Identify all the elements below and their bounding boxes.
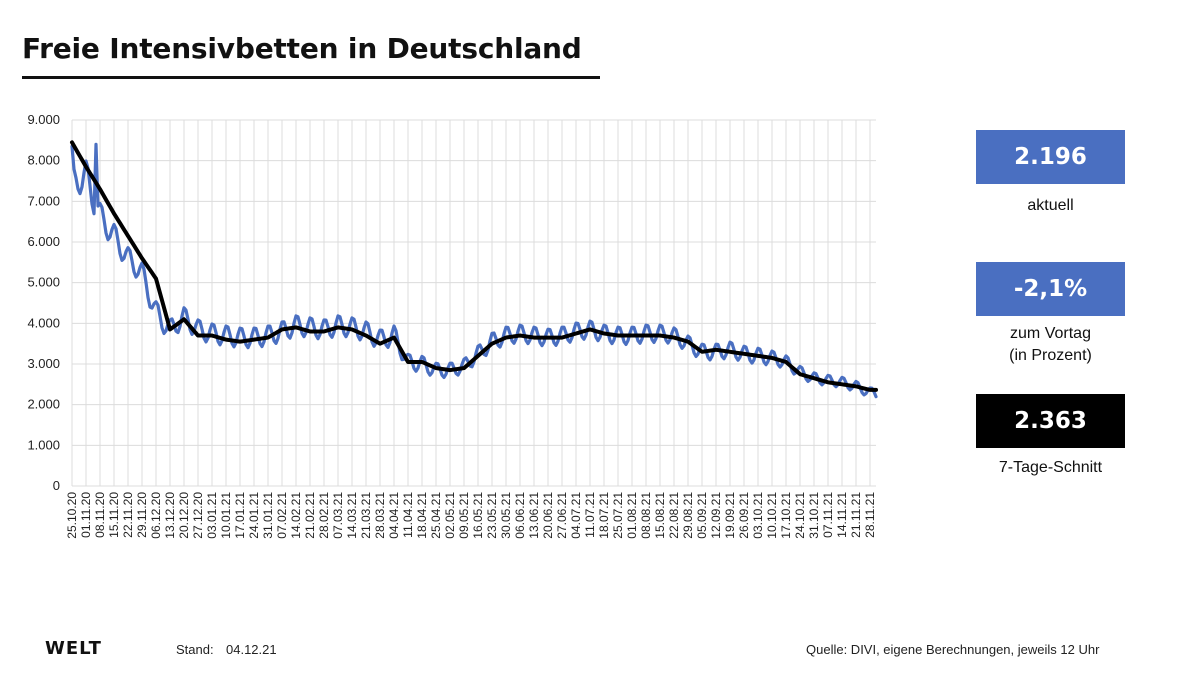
y-tick-label: 2.000 bbox=[27, 397, 60, 412]
x-tick-label: 23.05.21 bbox=[485, 492, 499, 539]
y-tick-label: 0 bbox=[53, 478, 60, 493]
x-tick-label: 31.01.21 bbox=[261, 492, 275, 539]
kpi-avg-value: 2.363 bbox=[976, 394, 1125, 448]
x-tick-label: 08.11.20 bbox=[93, 492, 107, 538]
x-tick-label: 14.03.21 bbox=[345, 492, 359, 539]
x-tick-label: 31.10.21 bbox=[807, 492, 821, 539]
line-chart: 0 1.000 2.000 3.000 4.000 5.000 6.000 7.000 8.00… bbox=[27, 112, 878, 539]
x-tick-label: 05.09.21 bbox=[695, 492, 709, 539]
grid-layer bbox=[71, 119, 876, 487]
x-tick-label: 21.03.21 bbox=[359, 492, 373, 539]
x-tick-label: 25.04.21 bbox=[429, 492, 443, 539]
x-tick-label: 25.10.20 bbox=[65, 492, 79, 539]
y-tick-label: 5.000 bbox=[27, 275, 60, 290]
y-tick-label: 9.000 bbox=[27, 112, 60, 127]
x-tick-label: 01.11.20 bbox=[79, 492, 93, 538]
kpi-change-label-line1: zum Vortag bbox=[1010, 325, 1091, 342]
x-tick-label: 17.01.21 bbox=[233, 492, 247, 539]
x-tick-label: 14.02.21 bbox=[289, 492, 303, 539]
x-tick-label: 18.07.21 bbox=[597, 492, 611, 539]
x-axis: 25.10.20 01.11.20 08.11.20 15.11.20 22.11.20… bbox=[65, 492, 877, 539]
y-tick-label: 6.000 bbox=[27, 234, 60, 249]
x-tick-label: 18.04.21 bbox=[415, 492, 429, 539]
x-tick-label: 22.11.20 bbox=[121, 492, 135, 538]
x-tick-label: 16.05.21 bbox=[471, 492, 485, 539]
x-tick-label: 24.10.21 bbox=[793, 492, 807, 539]
stand-label: Stand: bbox=[176, 642, 214, 657]
x-tick-label: 27.12.20 bbox=[191, 492, 205, 539]
x-tick-label: 19.09.21 bbox=[723, 492, 737, 539]
x-tick-label: 15.08.21 bbox=[653, 492, 667, 539]
x-tick-label: 07.02.21 bbox=[275, 492, 289, 539]
x-tick-label: 27.06.21 bbox=[555, 492, 569, 539]
x-tick-label: 03.10.21 bbox=[751, 492, 765, 539]
x-tick-label: 20.06.21 bbox=[541, 492, 555, 539]
x-tick-label: 01.08.21 bbox=[625, 492, 639, 539]
kpi-change-label-line2: (in Prozent) bbox=[1009, 347, 1092, 364]
stand-date: 04.12.21 bbox=[226, 642, 277, 657]
x-tick-label: 08.08.21 bbox=[639, 492, 653, 539]
y-tick-label: 1.000 bbox=[27, 437, 60, 452]
x-tick-label: 04.07.21 bbox=[569, 492, 583, 539]
x-tick-label: 13.12.20 bbox=[163, 492, 177, 539]
x-tick-label: 02.05.21 bbox=[443, 492, 457, 539]
series-line-7day-avg bbox=[70, 140, 878, 392]
title-underline bbox=[22, 76, 600, 79]
x-tick-label: 29.08.21 bbox=[681, 492, 695, 539]
x-tick-label: 06.06.21 bbox=[513, 492, 527, 539]
y-tick-label: 8.000 bbox=[27, 153, 60, 168]
x-tick-label: 11.07.21 bbox=[583, 492, 597, 538]
x-tick-label: 24.01.21 bbox=[247, 492, 261, 539]
kpi-avg-label: 7-Tage-Schnitt bbox=[998, 459, 1103, 476]
y-tick-label: 4.000 bbox=[27, 315, 60, 330]
chart-title: Freie Intensivbetten in Deutschland bbox=[22, 32, 582, 65]
x-tick-label: 12.09.21 bbox=[709, 492, 723, 539]
x-tick-label: 26.09.21 bbox=[737, 492, 751, 539]
source-note: Quelle: DIVI, eigene Berechnungen, jewei… bbox=[806, 642, 1100, 657]
x-tick-label: 10.10.21 bbox=[765, 492, 779, 539]
x-tick-label: 28.02.21 bbox=[317, 492, 331, 539]
x-tick-label: 28.03.21 bbox=[373, 492, 387, 539]
kpi-change-label: zum Vortag (in Prozent) bbox=[960, 323, 1141, 367]
x-tick-label: 25.07.21 bbox=[611, 492, 625, 539]
x-tick-label: 20.12.20 bbox=[177, 492, 191, 539]
y-tick-label: 3.000 bbox=[27, 356, 60, 371]
x-tick-label: 09.05.21 bbox=[457, 492, 471, 539]
x-tick-label: 22.08.21 bbox=[667, 492, 681, 539]
x-tick-label: 21.11.21 bbox=[849, 492, 863, 538]
x-tick-label: 21.02.21 bbox=[303, 492, 317, 539]
x-tick-label: 30.05.21 bbox=[499, 492, 513, 539]
y-axis: 0 1.000 2.000 3.000 4.000 5.000 6.000 7.000 8.00… bbox=[27, 112, 60, 493]
x-tick-label: 04.04.21 bbox=[387, 492, 401, 539]
x-tick-label: 15.11.20 bbox=[107, 492, 121, 538]
welt-logo: WELT bbox=[45, 638, 102, 659]
x-tick-label: 14.11.21 bbox=[835, 492, 849, 538]
x-tick-label: 29.11.20 bbox=[135, 492, 149, 538]
x-tick-label: 10.01.21 bbox=[219, 492, 233, 539]
x-tick-label: 03.01.21 bbox=[205, 492, 219, 539]
y-tick-label: 7.000 bbox=[27, 193, 60, 208]
kpi-current-value: 2.196 bbox=[976, 130, 1125, 184]
series-layer bbox=[70, 140, 878, 399]
x-tick-label: 11.04.21 bbox=[401, 492, 415, 538]
x-tick-label: 28.11.21 bbox=[863, 492, 877, 538]
kpi-current-label: aktuell bbox=[1027, 197, 1074, 214]
x-tick-label: 06.12.20 bbox=[149, 492, 163, 539]
x-tick-label: 13.06.21 bbox=[527, 492, 541, 539]
x-tick-label: 17.10.21 bbox=[779, 492, 793, 539]
kpi-change-value: -2,1% bbox=[976, 262, 1125, 316]
x-tick-label: 07.11.21 bbox=[821, 492, 835, 538]
x-tick-label: 07.03.21 bbox=[331, 492, 345, 539]
